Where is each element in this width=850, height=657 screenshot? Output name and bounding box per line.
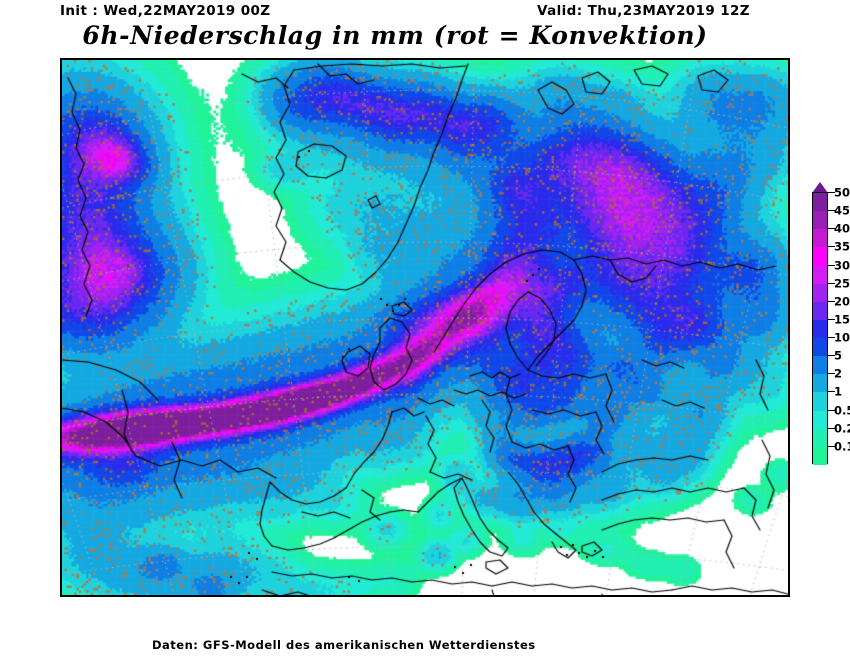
colorbar-tick bbox=[828, 210, 835, 212]
colorbar-tick bbox=[828, 246, 835, 248]
colorbar-label: 45 bbox=[834, 203, 850, 218]
colorbar-strip bbox=[812, 192, 828, 465]
colorbar-arrow-icon bbox=[812, 182, 828, 193]
colorbar-label: 15 bbox=[834, 312, 850, 327]
colorbar-segment bbox=[813, 211, 827, 230]
page-title: 6h-Niederschlag in mm (rot = Konvektion) bbox=[82, 21, 708, 50]
init-time-label: Init : Wed,22MAY2019 00Z bbox=[60, 3, 271, 19]
colorbar-label: 0.2 bbox=[834, 420, 850, 435]
colorbar-label: 20 bbox=[834, 294, 850, 309]
precipitation-colorbar: 50 45 40 35 30 25 20 15 10 5 2 1 0.5 0.2 0.1 bbox=[806, 182, 850, 474]
colorbar-label: 30 bbox=[834, 257, 850, 272]
colorbar-tick bbox=[828, 445, 835, 447]
colorbar-tick bbox=[828, 373, 835, 375]
colorbar-segment bbox=[813, 283, 827, 302]
colorbar-segment bbox=[813, 319, 827, 338]
colorbar-segment bbox=[813, 428, 827, 447]
colorbar-label: 25 bbox=[834, 275, 850, 290]
colorbar-tick bbox=[828, 337, 835, 339]
colorbar-tick bbox=[828, 355, 835, 357]
map-canvas bbox=[62, 60, 788, 595]
colorbar-label: 1 bbox=[834, 384, 843, 399]
colorbar-tick bbox=[828, 409, 835, 411]
colorbar-label: 0.5 bbox=[834, 402, 850, 417]
colorbar-label: 2 bbox=[834, 366, 843, 381]
colorbar-tick bbox=[828, 318, 835, 320]
colorbar-segment bbox=[813, 265, 827, 284]
colorbar-label: 40 bbox=[834, 221, 850, 236]
colorbar-tick bbox=[828, 391, 835, 393]
footer-data-source: Daten: GFS-Modell des amerikanischen Wet… bbox=[152, 638, 536, 652]
colorbar-segment bbox=[813, 374, 827, 393]
colorbar-segment bbox=[813, 193, 827, 212]
colorbar-tick bbox=[828, 228, 835, 230]
attribution-footer: Daten: GFS-Modell des amerikanischen Wet… bbox=[152, 608, 536, 657]
valid-time-label: Valid: Thu,23MAY2019 12Z bbox=[537, 3, 750, 19]
colorbar-tick bbox=[828, 300, 835, 302]
precipitation-map bbox=[60, 58, 790, 597]
colorbar-label: 10 bbox=[834, 330, 850, 345]
colorbar-segment bbox=[813, 247, 827, 266]
colorbar-label: 0.1 bbox=[834, 439, 850, 454]
colorbar-segment bbox=[813, 301, 827, 320]
colorbar-tick bbox=[828, 192, 835, 193]
colorbar-label: 50 bbox=[834, 185, 850, 200]
colorbar-tick bbox=[828, 282, 835, 284]
colorbar-tick bbox=[828, 427, 835, 429]
colorbar-segment bbox=[813, 392, 827, 411]
colorbar-tick bbox=[828, 264, 835, 266]
colorbar-label: 35 bbox=[834, 239, 850, 254]
colorbar-segment bbox=[813, 229, 827, 248]
colorbar-segment bbox=[813, 410, 827, 429]
colorbar-segment bbox=[813, 356, 827, 375]
colorbar-segment bbox=[813, 446, 827, 465]
colorbar-label: 5 bbox=[834, 348, 843, 363]
colorbar-segment bbox=[813, 338, 827, 357]
